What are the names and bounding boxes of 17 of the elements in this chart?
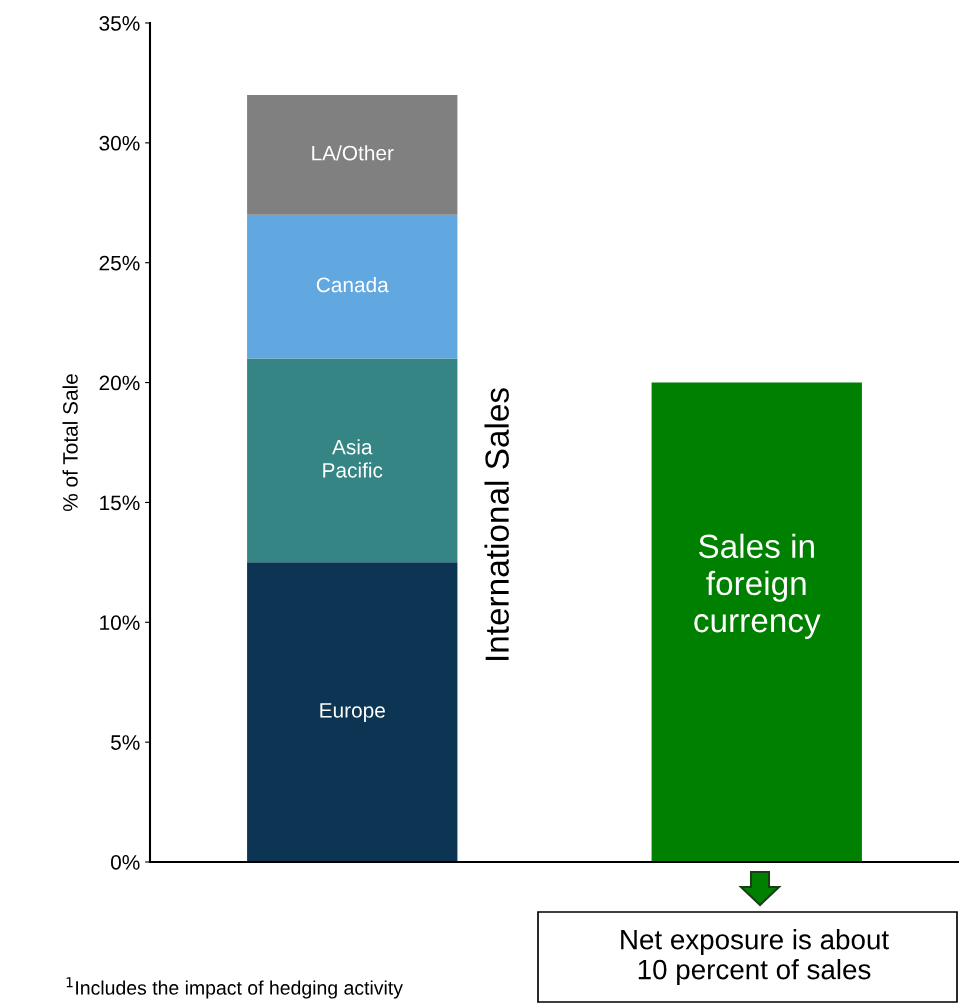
y-tick-label: 25% xyxy=(99,255,140,271)
y-tick-label: 5% xyxy=(111,735,140,750)
series-label: Sales in foreign currency xyxy=(694,533,821,639)
series-label: Canada xyxy=(316,276,389,293)
text: $^{1}$Includes the impact of hedging activity xyxy=(66,977,403,999)
series-label: Asia Pacific xyxy=(323,439,383,478)
y-tick-label: 0% xyxy=(110,855,140,870)
series-label: LA/Other xyxy=(312,145,394,161)
annotation: International Sales xyxy=(484,388,509,660)
y-tick-label: 20% xyxy=(99,375,140,391)
y-tick-label: 10% xyxy=(100,615,140,631)
y-tick-label: 35% xyxy=(99,16,140,31)
text: Net exposure is about 10 percent of sales xyxy=(621,929,889,985)
y-tick-label: 15% xyxy=(100,495,140,511)
y-tick-label: 30% xyxy=(99,135,140,151)
y-axis-title: % of Total Sale xyxy=(62,374,78,512)
series-label: Europe xyxy=(320,703,385,722)
